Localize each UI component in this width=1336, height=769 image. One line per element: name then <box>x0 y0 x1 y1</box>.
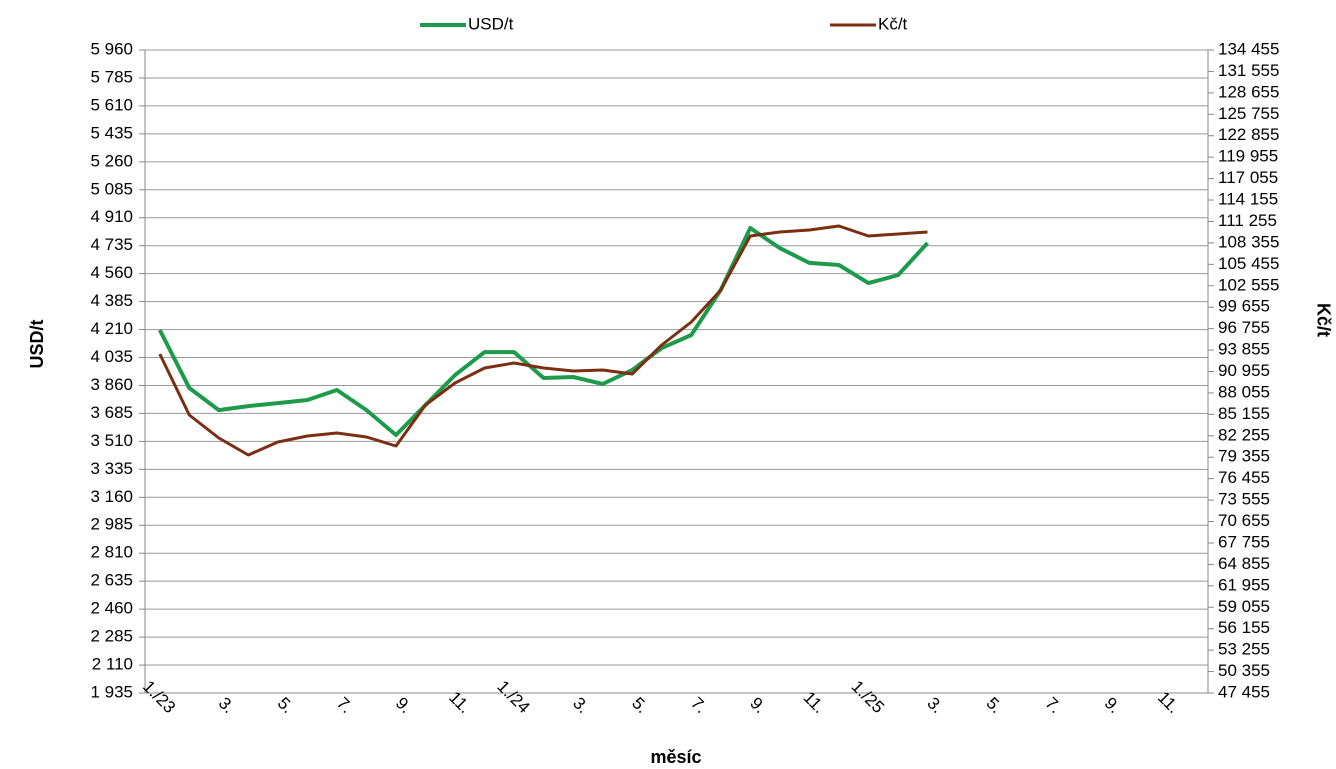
y2-tick-label: 125 755 <box>1218 104 1279 123</box>
y2-tick-label: 119 955 <box>1218 147 1278 166</box>
x-tick-label: 11. <box>445 688 474 717</box>
y-tick-label: 2 110 <box>92 655 133 674</box>
legend-label: USD/t <box>468 14 514 33</box>
y-tick-label: 2 635 <box>90 571 133 590</box>
x-tick-label: 5. <box>628 694 651 717</box>
y2-tick-label: 99 655 <box>1218 297 1270 316</box>
x-tick-label: 5. <box>274 694 297 717</box>
series-line <box>158 226 929 437</box>
x-tick-label: 3. <box>923 694 946 717</box>
y2-tick-label: 96 755 <box>1218 318 1270 337</box>
y2-axis-title: Kč/t <box>1313 303 1333 337</box>
y2-tick-label: 131 555 <box>1218 61 1279 80</box>
y-tick-label: 3 160 <box>90 487 133 506</box>
x-tick-label: 3. <box>215 694 238 717</box>
x-tick-label: 5. <box>983 694 1006 717</box>
x-tick-label: 9. <box>746 694 769 717</box>
y2-tick-label: 114 155 <box>1218 190 1278 209</box>
x-tick-label: 11. <box>800 688 829 717</box>
y-tick-label: 5 260 <box>90 151 133 170</box>
y-tick-label: 1 935 <box>90 682 133 701</box>
y-tick-label: 2 460 <box>90 599 133 618</box>
y2-tick-label: 102 555 <box>1218 275 1279 294</box>
y-tick-label: 3 860 <box>90 375 133 394</box>
y-tick-label: 5 960 <box>90 39 133 58</box>
y2-tick-label: 108 355 <box>1218 232 1279 251</box>
y2-tick-label: 93 855 <box>1218 340 1270 359</box>
y2-tick-label: 90 955 <box>1218 361 1270 380</box>
y-tick-label: 4 035 <box>90 347 133 366</box>
x-tick-label: 7. <box>687 694 710 717</box>
x-tick-label: 11. <box>1154 688 1183 717</box>
x-tick-label: 7. <box>1042 694 1065 717</box>
x-tick-label: 9. <box>392 694 415 717</box>
y-tick-label: 4 910 <box>90 207 133 226</box>
x-axis-title: měsíc <box>650 747 701 767</box>
x-tick-label: 1./24 <box>493 677 533 717</box>
y2-tick-label: 53 255 <box>1218 640 1270 659</box>
y-tick-label: 2 285 <box>90 627 133 646</box>
x-tick-label: 3. <box>569 694 592 717</box>
x-tick-label: 1./23 <box>139 677 179 717</box>
y-tick-label: 2 985 <box>90 515 133 534</box>
y-tick-label: 5 085 <box>90 179 133 198</box>
y2-tick-label: 128 655 <box>1218 82 1279 101</box>
y-tick-label: 4 560 <box>90 263 133 282</box>
y2-tick-label: 64 855 <box>1218 554 1270 573</box>
y-tick-label: 4 385 <box>90 291 133 310</box>
y-tick-label: 3 510 <box>90 431 133 450</box>
y2-tick-label: 117 055 <box>1218 168 1278 187</box>
y2-tick-label: 59 055 <box>1218 597 1270 616</box>
y2-tick-label: 105 455 <box>1218 254 1279 273</box>
x-tick-label: 7. <box>333 694 356 717</box>
y-tick-label: 2 810 <box>90 543 133 562</box>
y-tick-label: 4 210 <box>90 319 133 338</box>
y-tick-label: 3 685 <box>90 403 133 422</box>
y2-tick-label: 50 355 <box>1218 661 1270 680</box>
y2-tick-label: 73 555 <box>1218 490 1270 509</box>
y2-tick-label: 82 255 <box>1218 425 1270 444</box>
y2-tick-label: 67 755 <box>1218 532 1270 551</box>
y2-tick-label: 76 455 <box>1218 468 1270 487</box>
y-tick-label: 5 785 <box>90 67 133 86</box>
y2-tick-label: 47 455 <box>1218 682 1270 701</box>
y2-tick-label: 134 455 <box>1218 39 1279 58</box>
y2-tick-label: 61 955 <box>1218 575 1270 594</box>
y-tick-label: 5 435 <box>90 123 133 142</box>
y-tick-label: 4 735 <box>90 235 133 254</box>
series-line <box>158 224 928 457</box>
y2-tick-label: 122 855 <box>1218 125 1279 144</box>
y2-tick-label: 111 255 <box>1218 211 1277 230</box>
legend-label: Kč/t <box>878 14 908 33</box>
x-tick-label: 1./25 <box>848 677 888 717</box>
y2-tick-label: 85 155 <box>1218 404 1270 423</box>
x-tick-label: 9. <box>1101 694 1124 717</box>
y-tick-label: 5 610 <box>90 95 133 114</box>
y2-tick-label: 56 155 <box>1218 618 1270 637</box>
y2-tick-label: 88 055 <box>1218 382 1270 401</box>
y2-tick-label: 79 355 <box>1218 447 1270 466</box>
y-tick-label: 3 335 <box>90 459 133 478</box>
y-axis-title: USD/t <box>27 319 47 368</box>
y2-tick-label: 70 655 <box>1218 511 1270 530</box>
